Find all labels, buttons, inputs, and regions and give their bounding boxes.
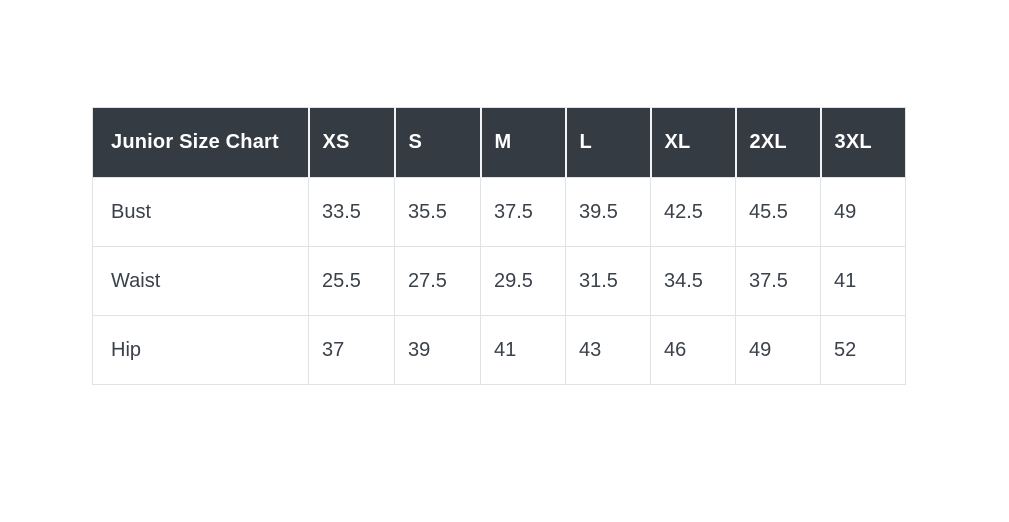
header-row: Junior Size Chart XS S M L XL 2XL 3XL [92, 107, 906, 178]
table-row-waist: Waist 25.5 27.5 29.5 31.5 34.5 37.5 41 [92, 246, 906, 316]
data-cell: 37 [308, 315, 395, 385]
column-header-xl: XL [650, 107, 737, 178]
data-cell: 45.5 [735, 177, 821, 247]
data-cell: 27.5 [394, 246, 481, 316]
table-body: Bust 33.5 35.5 37.5 39.5 42.5 45.5 49 Wa… [92, 177, 906, 385]
data-cell: 33.5 [308, 177, 395, 247]
column-header-3xl: 3XL [820, 107, 906, 178]
row-label-waist: Waist [92, 246, 309, 316]
data-cell: 34.5 [650, 246, 736, 316]
data-cell: 29.5 [480, 246, 566, 316]
data-cell: 37.5 [480, 177, 566, 247]
data-cell: 49 [820, 177, 906, 247]
table-header: Junior Size Chart XS S M L XL 2XL 3XL [92, 107, 906, 178]
data-cell: 37.5 [735, 246, 821, 316]
data-cell: 31.5 [565, 246, 651, 316]
data-cell: 43 [565, 315, 651, 385]
table-title: Junior Size Chart [92, 107, 310, 178]
data-cell: 49 [735, 315, 821, 385]
data-cell: 46 [650, 315, 736, 385]
data-cell: 25.5 [308, 246, 395, 316]
data-cell: 39.5 [565, 177, 651, 247]
size-chart-table: Junior Size Chart XS S M L XL 2XL 3XL Bu… [92, 107, 906, 385]
column-header-l: L [565, 107, 652, 178]
column-header-m: M [480, 107, 567, 178]
column-header-s: S [394, 107, 482, 178]
column-header-2xl: 2XL [735, 107, 822, 178]
data-cell: 42.5 [650, 177, 736, 247]
data-cell: 41 [480, 315, 566, 385]
data-cell: 39 [394, 315, 481, 385]
data-cell: 52 [820, 315, 906, 385]
column-header-xs: XS [308, 107, 396, 178]
data-cell: 35.5 [394, 177, 481, 247]
table-row-hip: Hip 37 39 41 43 46 49 52 [92, 315, 906, 385]
row-label-hip: Hip [92, 315, 309, 385]
table-row-bust: Bust 33.5 35.5 37.5 39.5 42.5 45.5 49 [92, 177, 906, 247]
data-cell: 41 [820, 246, 906, 316]
row-label-bust: Bust [92, 177, 309, 247]
